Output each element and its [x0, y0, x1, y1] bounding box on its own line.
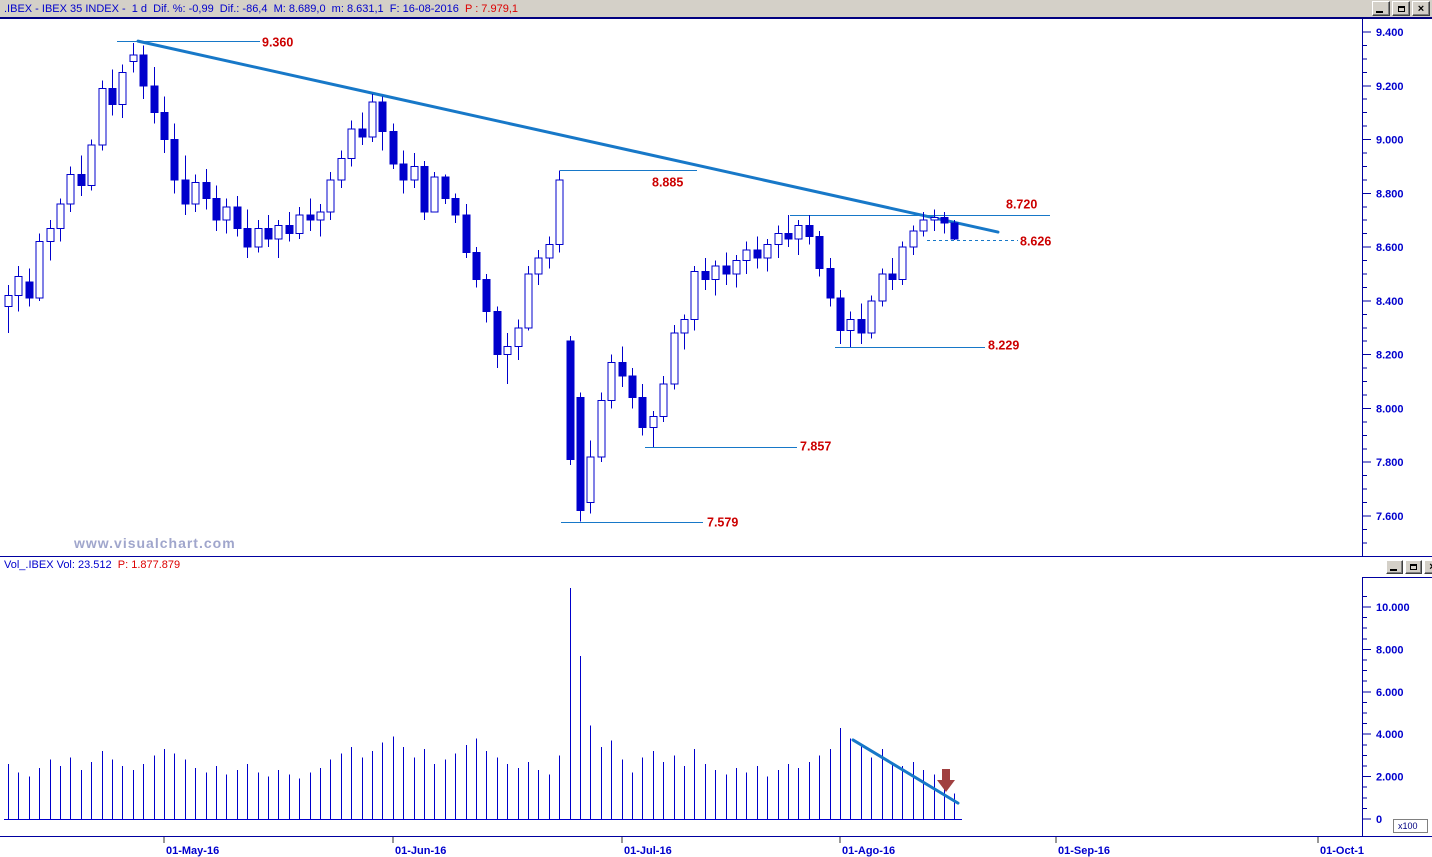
price-level-label: 8.626 — [1020, 235, 1051, 249]
volume-trendline[interactable] — [851, 738, 960, 805]
minimize-button[interactable] — [1372, 1, 1390, 16]
restore-icon — [1410, 564, 1417, 570]
price-axis[interactable]: 7.600 7.800 8.000 8.200 8.400 8.600 8.800 9.000… — [1363, 27, 1404, 544]
svg-text:8.200: 8.200 — [1376, 350, 1404, 362]
watermark: www.visualchart.com — [74, 535, 236, 551]
pane-borders — [0, 19, 1432, 837]
date-label: 01-Oct-1 — [1320, 845, 1364, 857]
date-label: 01-May-16 — [166, 845, 219, 857]
price-pane-titlebar: .IBEX - IBEX 35 INDEX - 1 d Dif. %: -0,9… — [0, 0, 1432, 19]
date-label: 01-Sep-16 — [1058, 845, 1110, 857]
date-label: 01-Ago-16 — [842, 845, 895, 857]
volume-pane-window-buttons: × — [1384, 560, 1432, 574]
volume-pane-header: Vol_.IBEX Vol: 23.512 P: 1.877.879 — [4, 559, 180, 571]
close-icon: × — [1417, 2, 1425, 15]
svg-text:6.000: 6.000 — [1376, 687, 1404, 699]
volume-close-button[interactable]: × — [1424, 560, 1432, 574]
svg-text:0: 0 — [1376, 814, 1382, 826]
price-level-label: 8.720 — [1006, 198, 1037, 212]
restore-icon — [1397, 5, 1405, 12]
restore-button[interactable] — [1392, 1, 1410, 16]
volume-unit-label: x100 — [1398, 821, 1418, 831]
price-pane-window-buttons: × — [1370, 1, 1432, 16]
volume-restore-button[interactable] — [1405, 560, 1422, 574]
svg-text:7.800: 7.800 — [1376, 457, 1404, 469]
svg-text:8.800: 8.800 — [1376, 188, 1404, 200]
minimize-icon — [1376, 11, 1383, 13]
volume-minimize-button[interactable] — [1386, 560, 1403, 574]
price-level-label: 8.229 — [988, 339, 1019, 353]
instrument-info-text: .IBEX - IBEX 35 INDEX - 1 d Dif. %: -0,9… — [4, 2, 465, 15]
svg-text:7.600: 7.600 — [1376, 511, 1404, 523]
volume-info-text: Vol_.IBEX Vol: 23.512 — [4, 559, 118, 571]
svg-text:2.000: 2.000 — [1376, 772, 1404, 784]
svg-text:8.600: 8.600 — [1376, 242, 1404, 254]
price-level-label: 8.885 — [652, 176, 683, 190]
volume-bars[interactable] — [4, 587, 962, 820]
volume-axis[interactable]: 0 2.000 4.000 6.000 8.000 10.000 x100 — [1363, 595, 1428, 833]
down-arrow-icon[interactable] — [937, 769, 955, 792]
svg-text:4.000: 4.000 — [1376, 729, 1404, 741]
descending-trendline[interactable] — [136, 39, 1000, 234]
close-icon: × — [1429, 562, 1432, 573]
price-level-label: 9.360 — [262, 36, 293, 50]
svg-text:8.400: 8.400 — [1376, 296, 1404, 308]
svg-text:9.400: 9.400 — [1376, 27, 1404, 39]
minimize-icon — [1390, 569, 1397, 571]
instrument-status-line: .IBEX - IBEX 35 INDEX - 1 d Dif. %: -0,9… — [0, 3, 518, 15]
svg-text:10.000: 10.000 — [1376, 602, 1410, 614]
date-label: 01-Jul-16 — [624, 845, 672, 857]
svg-text:9.200: 9.200 — [1376, 81, 1404, 93]
volume-price-text: P: 1.877.879 — [117, 559, 181, 571]
svg-text:8.000: 8.000 — [1376, 403, 1404, 415]
candlestick-series[interactable] — [4, 42, 959, 522]
date-label: 01-Jun-16 — [395, 845, 446, 857]
svg-text:9.000: 9.000 — [1376, 135, 1404, 147]
last-price-text: P : 7.979,1 — [465, 2, 519, 15]
price-level-label: 7.579 — [707, 516, 738, 530]
close-button[interactable]: × — [1412, 1, 1430, 16]
svg-text:8.000: 8.000 — [1376, 644, 1404, 656]
price-level-label: 7.857 — [800, 440, 831, 454]
date-axis[interactable]: 01-May-16 01-Jun-16 01-Jul-16 01-Ago-16 01-S… — [163, 837, 1364, 857]
